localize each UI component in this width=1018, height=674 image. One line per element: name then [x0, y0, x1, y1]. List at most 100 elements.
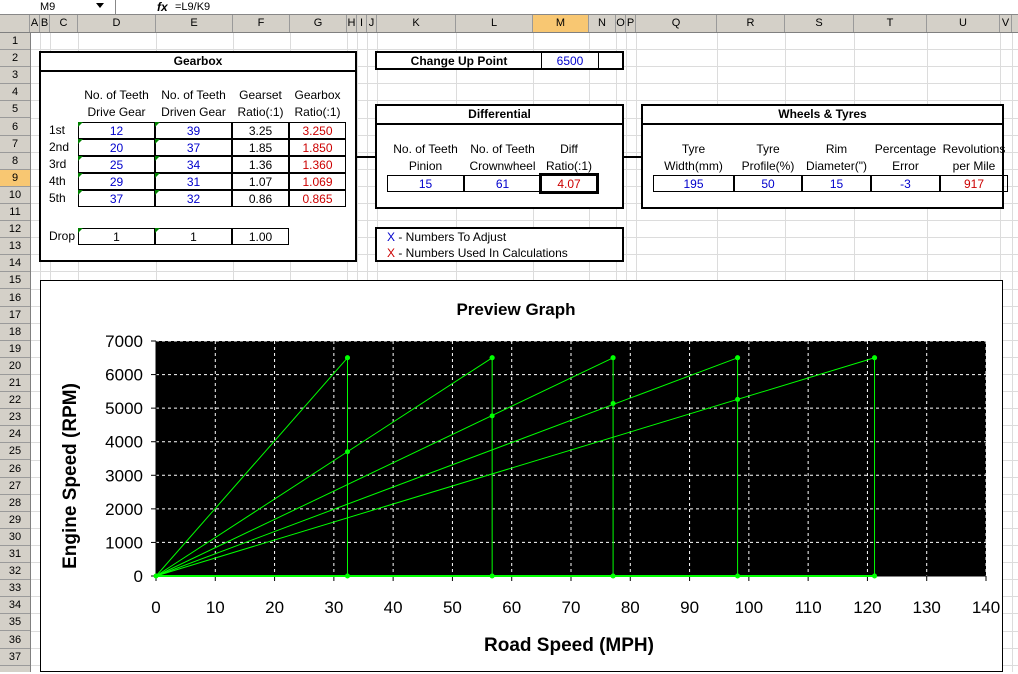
wheels-header: Tyre — [681, 142, 706, 156]
row-header[interactable]: 29 — [0, 512, 30, 529]
row-header[interactable]: 31 — [0, 546, 30, 563]
pinion-teeth[interactable]: 15 — [387, 175, 464, 192]
x-tick-label: 80 — [621, 598, 640, 617]
row-header[interactable]: 21 — [0, 375, 30, 392]
row-header[interactable]: 4 — [0, 84, 30, 102]
wheels-header: Revolutions — [942, 142, 1006, 156]
drop-drive-teeth[interactable]: 1 — [78, 228, 155, 245]
column-header[interactable]: D — [78, 15, 156, 32]
column-header[interactable]: G — [290, 15, 347, 32]
rim-diameter[interactable]: 15 — [802, 175, 871, 192]
percentage-error[interactable]: -3 — [871, 175, 940, 192]
column-header[interactable]: R — [717, 15, 785, 32]
column-header[interactable]: A — [30, 15, 40, 32]
tyre-width[interactable]: 195 — [653, 175, 734, 192]
column-header[interactable]: B — [40, 15, 50, 32]
row-header[interactable]: 28 — [0, 495, 30, 512]
row-header[interactable]: 32 — [0, 563, 30, 581]
drop-driven-teeth[interactable]: 1 — [155, 228, 232, 245]
tyre-profile[interactable]: 50 — [734, 175, 802, 192]
column-header[interactable]: V — [1000, 15, 1012, 32]
row-header[interactable]: 12 — [0, 221, 30, 239]
column-header[interactable]: N — [589, 15, 616, 32]
differential-title: Differential — [377, 106, 622, 125]
row-header[interactable]: 9 — [0, 169, 30, 187]
name-box[interactable]: M9 — [0, 0, 116, 14]
row-header[interactable]: 27 — [0, 478, 30, 495]
row-header[interactable]: 17 — [0, 307, 30, 324]
row-header[interactable]: 37 — [0, 649, 30, 666]
drive-gear-teeth[interactable]: 12 — [78, 122, 155, 139]
column-header[interactable]: M — [533, 15, 589, 32]
column-header[interactable]: O — [616, 15, 626, 32]
row-header[interactable]: 8 — [0, 153, 30, 170]
column-header[interactable]: I — [357, 15, 367, 32]
row-header[interactable]: 36 — [0, 632, 30, 649]
row-header[interactable]: 7 — [0, 136, 30, 153]
diff-ratio[interactable]: 4.07 — [539, 173, 599, 194]
row-header[interactable]: 1 — [0, 33, 30, 50]
row-header[interactable]: 22 — [0, 392, 30, 410]
row-header[interactable]: 3 — [0, 67, 30, 85]
row-header[interactable]: 33 — [0, 580, 30, 598]
crownwheel-teeth[interactable]: 61 — [464, 175, 541, 192]
gear-line — [155, 357, 614, 577]
driven-gear-teeth[interactable]: 39 — [155, 122, 232, 139]
column-header[interactable]: C — [50, 15, 78, 32]
column-header[interactable]: J — [367, 15, 377, 32]
data-point — [489, 355, 495, 361]
row-header[interactable]: 16 — [0, 290, 30, 307]
row-header[interactable]: 35 — [0, 614, 30, 632]
formula-input[interactable]: =L9/K9 — [175, 1, 211, 13]
driven-gear-teeth[interactable]: 34 — [155, 156, 232, 174]
column-header[interactable]: Q — [636, 15, 717, 32]
gearset-ratio: 1.07 — [232, 173, 289, 191]
column-header[interactable]: K — [377, 15, 456, 32]
function-icon[interactable]: fx — [157, 0, 168, 14]
column-header[interactable]: F — [233, 15, 290, 32]
x-tick-label: 70 — [562, 598, 581, 617]
drive-gear-teeth[interactable]: 25 — [78, 156, 155, 174]
driven-gear-teeth[interactable]: 32 — [155, 190, 232, 208]
input-marker-icon — [78, 139, 83, 145]
column-header[interactable]: P — [626, 15, 636, 32]
drive-gear-teeth[interactable]: 20 — [78, 139, 155, 157]
driven-gear-teeth[interactable]: 31 — [155, 173, 232, 191]
y-tick-label: 6000 — [105, 366, 143, 385]
change-up-value[interactable]: 6500 — [541, 53, 599, 70]
row-header[interactable]: 26 — [0, 461, 30, 478]
row-header[interactable]: 24 — [0, 426, 30, 444]
row-header[interactable]: 14 — [0, 255, 30, 273]
row-header[interactable]: 20 — [0, 358, 30, 375]
wheels-header: Percentage — [874, 142, 937, 156]
driven-gear-teeth[interactable]: 37 — [155, 139, 232, 157]
column-header[interactable]: S — [785, 15, 854, 32]
row-header[interactable]: 19 — [0, 341, 30, 358]
row-header[interactable]: 23 — [0, 409, 30, 427]
grid-line — [31, 271, 1018, 273]
column-header[interactable]: T — [854, 15, 927, 32]
row-header[interactable]: 2 — [0, 50, 30, 68]
row-header[interactable]: 15 — [0, 272, 30, 290]
drive-gear-teeth[interactable]: 37 — [78, 190, 155, 208]
gearbox-header: No. of Teeth — [161, 88, 226, 102]
row-header[interactable]: 10 — [0, 187, 30, 204]
row-header[interactable]: 5 — [0, 101, 30, 119]
row-header[interactable]: 13 — [0, 238, 30, 256]
chart-x-axis-label: Road Speed (MPH) — [484, 635, 654, 656]
column-header[interactable]: L — [456, 15, 533, 32]
row-header[interactable]: 6 — [0, 119, 30, 136]
drive-gear-teeth[interactable]: 29 — [78, 173, 155, 191]
row-header[interactable]: 11 — [0, 204, 30, 221]
column-header[interactable]: H — [347, 15, 357, 32]
chevron-down-icon[interactable] — [96, 3, 104, 8]
row-header[interactable]: 30 — [0, 529, 30, 546]
gearset-ratio: 1.85 — [232, 139, 289, 157]
row-header[interactable]: 18 — [0, 324, 30, 341]
row-header[interactable]: 34 — [0, 597, 30, 615]
preview-chart[interactable]: Preview Graph Road Speed (MPH) Engine Sp… — [40, 280, 1003, 672]
column-header[interactable]: E — [156, 15, 233, 32]
column-header[interactable]: U — [927, 15, 1000, 32]
row-header[interactable]: 25 — [0, 443, 30, 461]
select-all-corner[interactable] — [0, 15, 30, 32]
